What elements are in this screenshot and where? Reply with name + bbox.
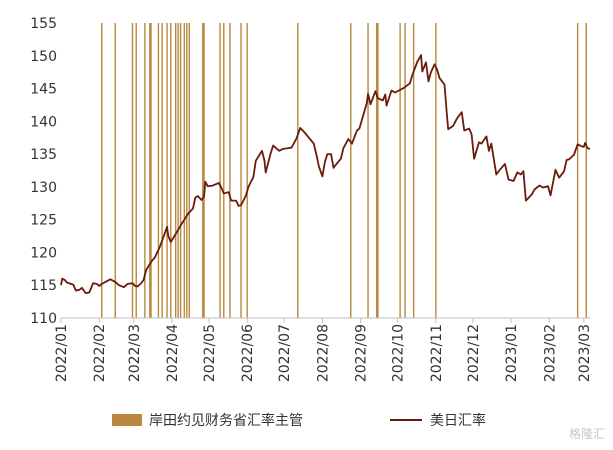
y-tick-label: 120: [30, 245, 57, 261]
x-tick-label: 2023/02: [542, 324, 558, 382]
x-tick-label: 2022/09: [354, 324, 370, 382]
x-tick-label: 2022/07: [277, 324, 293, 382]
legend-swatch-events: [112, 414, 142, 426]
y-tick-label: 130: [30, 180, 57, 196]
y-tick-label: 145: [30, 82, 57, 98]
x-tick-label: 2022/04: [165, 324, 181, 382]
x-tick-label: 2022/05: [202, 324, 218, 382]
y-tick-label: 125: [30, 213, 57, 229]
x-tick-label: 2022/06: [240, 324, 256, 382]
x-tick-label: 2022/03: [127, 324, 143, 382]
series-line-usdjpy: [60, 54, 591, 294]
x-tick-label: 2022/02: [92, 324, 108, 382]
x-tick-label: 2022/11: [429, 324, 445, 382]
y-tick-label: 115: [30, 278, 57, 294]
x-axis: 2022/01 2022/02 2022/03 2022/04 2022/05 2022/…: [54, 317, 593, 382]
watermark-logo: 格隆汇: [568, 427, 605, 441]
x-tick-label: 2022/12: [466, 324, 482, 382]
y-tick-label: 135: [30, 147, 57, 163]
y-tick-label: 140: [30, 114, 57, 130]
x-tick-label: 2023/03: [577, 324, 593, 382]
legend-label-usdjpy: 美日汇率: [430, 412, 486, 429]
x-tick-label: 2023/01: [504, 324, 520, 382]
y-tick-label: 155: [30, 16, 57, 32]
legend-label-events: 岸田约见财务省汇率主管: [149, 412, 303, 429]
x-tick-label: 2022/08: [315, 324, 331, 382]
series-group: [60, 54, 591, 294]
y-axis: 110 115 120 125 130 135 140 145 150 155: [30, 16, 57, 327]
x-tick-label: 2022/01: [54, 324, 70, 382]
y-tick-label: 150: [30, 49, 57, 65]
event-lines: [100, 23, 588, 318]
x-tick-label: 2022/10: [391, 324, 407, 382]
legend: 岸田约见财务省汇率主管 美日汇率: [112, 412, 486, 429]
y-tick-label: 110: [30, 311, 57, 327]
